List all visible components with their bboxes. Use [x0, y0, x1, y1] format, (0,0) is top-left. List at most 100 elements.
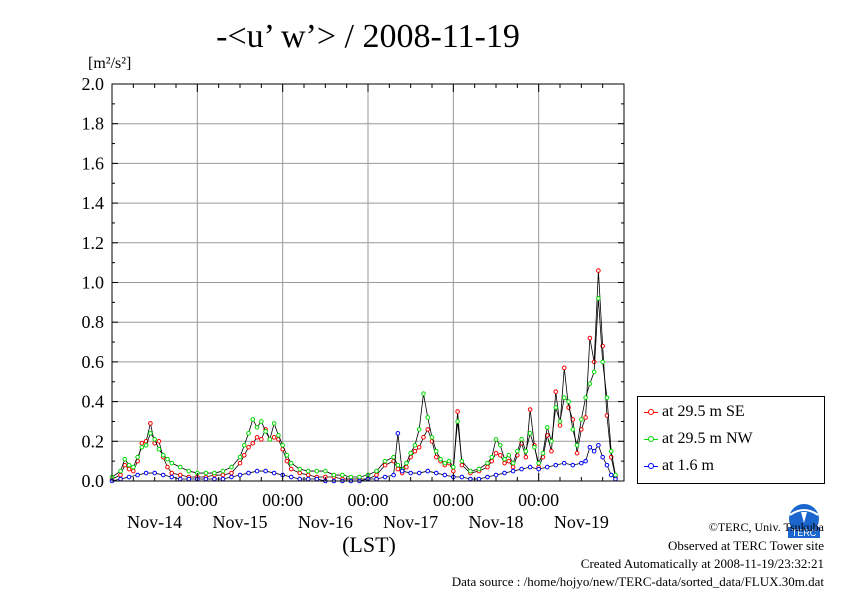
data-point: [186, 476, 192, 482]
data-point: [374, 472, 379, 478]
data-point: [271, 421, 277, 426]
data-point: [519, 466, 524, 472]
data-point: [395, 466, 401, 472]
x-day-label: Nov-15: [213, 512, 268, 532]
data-point: [561, 395, 567, 400]
data-point: [229, 470, 234, 476]
data-point: [305, 476, 311, 482]
data-point: [425, 468, 431, 474]
data-point: [254, 425, 260, 430]
data-point: [404, 464, 409, 470]
data-point: [502, 470, 507, 476]
data-point: [284, 452, 290, 458]
data-point: [276, 433, 281, 438]
data-point: [412, 442, 418, 448]
data-point: [126, 466, 132, 472]
data-point: [374, 476, 379, 482]
data-point: [288, 460, 294, 466]
y-axis-unit-label: [m²/s²]: [88, 55, 131, 72]
legend-item-nw: at 29.5 m NW: [638, 430, 824, 450]
data-point: [241, 442, 247, 448]
terc-logo-icon: TERC: [788, 504, 820, 538]
data-point: [421, 391, 426, 396]
data-point: [433, 470, 439, 476]
data-point: [451, 464, 456, 470]
data-point: [608, 472, 614, 478]
x-day-label: Nov-16: [298, 512, 353, 532]
data-point: [152, 437, 157, 442]
data-point: [348, 474, 354, 480]
data-point: [421, 435, 426, 440]
x-day-label: Nov-17: [383, 512, 438, 532]
series-line: [111, 298, 616, 478]
legend-item-low: at 1.6 m: [638, 457, 824, 477]
grid: [112, 83, 624, 482]
data-point: [139, 444, 145, 450]
legend: at 29.5 m SE at 29.5 m NW at 1.6 m: [637, 396, 825, 484]
data-point: [412, 448, 418, 454]
data-point: [314, 476, 320, 482]
data-point: [229, 474, 234, 480]
data-point: [357, 474, 362, 480]
data-point: [284, 458, 290, 464]
series-1: [109, 296, 618, 480]
data-point: [549, 448, 554, 454]
x-day-label: Nov-18: [469, 512, 524, 532]
data-point: [220, 472, 226, 478]
y-tick-label: 1.2: [82, 233, 105, 253]
data-point: [553, 462, 559, 468]
data-point: [165, 464, 170, 470]
data-point: [583, 395, 588, 400]
data-point: [553, 405, 559, 410]
data-point: [561, 365, 567, 371]
data-point: [169, 470, 175, 476]
data-point: [596, 296, 601, 301]
footer-created: Created Automatically at 2008-11-19/23:3…: [580, 556, 824, 571]
y-tick-label: 0.8: [82, 312, 105, 332]
data-point: [241, 452, 247, 458]
data-point: [177, 464, 183, 470]
data-point: [591, 448, 597, 454]
data-point: [570, 462, 576, 468]
data-point: [446, 458, 452, 464]
data-point: [600, 454, 605, 460]
data-point: [382, 474, 388, 480]
data-point: [131, 464, 136, 470]
x-tick-label: 00:00: [347, 490, 388, 510]
data-point: [297, 476, 303, 482]
y-tick-label: 1.0: [82, 273, 105, 293]
data-point: [608, 448, 614, 454]
data-point: [536, 460, 541, 466]
data-point: [340, 472, 345, 478]
data-point: [527, 431, 533, 436]
data-point: [587, 444, 593, 450]
x-tick-label: 00:00: [262, 490, 303, 510]
data-point: [510, 460, 516, 466]
data-point: [493, 472, 499, 478]
data-point: [156, 446, 162, 452]
data-point: [139, 440, 145, 446]
data-point: [579, 417, 584, 422]
data-point: [250, 417, 256, 422]
data-point: [510, 468, 516, 474]
data-point: [557, 419, 563, 424]
data-point: [591, 369, 597, 375]
y-tick-label: 1.6: [82, 153, 105, 173]
data-point: [212, 476, 217, 482]
data-point: [395, 431, 401, 436]
data-point: [408, 450, 413, 456]
data-point: [237, 460, 243, 466]
data-point: [177, 472, 183, 478]
data-point: [122, 456, 128, 462]
data-point: [613, 476, 618, 482]
data-point: [156, 439, 162, 444]
data-point: [604, 395, 610, 400]
data-point: [596, 442, 601, 448]
data-point: [229, 464, 234, 470]
data-point: [404, 460, 409, 466]
footer-copyright: ©TERC, Univ. Tsukuba: [708, 520, 824, 534]
data-point: [152, 470, 157, 476]
data-point: [271, 470, 277, 476]
footer-source: Data source : /home/hojyo/new/TERC-data/…: [451, 574, 824, 589]
data-point: [485, 464, 490, 470]
